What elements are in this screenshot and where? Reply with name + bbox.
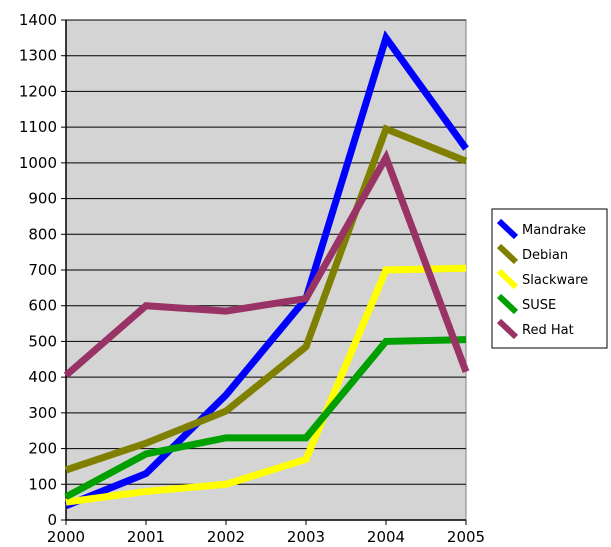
y-tick-label: 600 xyxy=(28,297,57,315)
y-tick-label: 100 xyxy=(28,475,57,493)
y-tick-label: 1100 xyxy=(19,118,57,136)
series-line-slackware xyxy=(65,264,467,506)
legend-label: Debian xyxy=(522,248,568,263)
y-tick-label: 300 xyxy=(28,404,57,422)
y-tick-label: 800 xyxy=(28,225,57,243)
series-line-red-hat xyxy=(63,149,470,378)
y-tick-label: 0 xyxy=(47,511,57,529)
series-line-suse xyxy=(64,336,467,500)
y-tick-label: 200 xyxy=(28,440,57,458)
legend-label: Mandrake xyxy=(522,223,586,238)
legend-swatch xyxy=(496,268,519,290)
y-tick-label: 900 xyxy=(28,190,57,208)
series-line-mandrake xyxy=(64,30,469,509)
x-tick-label: 2003 xyxy=(287,528,325,546)
legend-label: Slackware xyxy=(522,273,588,288)
legend-swatch xyxy=(496,243,519,265)
y-axis-ticks: 0 100 200 300 400 500 600 700 800 900 1000 1100 1200… xyxy=(19,11,66,529)
legend-swatch xyxy=(496,218,519,240)
y-tick-label: 400 xyxy=(28,368,57,386)
series-line-debian xyxy=(64,124,468,474)
y-tick-label: 1400 xyxy=(19,11,57,29)
x-tick-label: 2000 xyxy=(47,528,85,546)
x-tick-label: 2005 xyxy=(447,528,485,546)
y-tick-label: 700 xyxy=(28,261,57,279)
legend-label: SUSE xyxy=(522,298,556,313)
legend-swatch xyxy=(496,318,519,340)
x-axis-ticks: 2000 2001 2002 2003 2004 2005 xyxy=(47,520,485,546)
legend-label: Red Hat xyxy=(522,323,574,338)
y-tick-label: 1000 xyxy=(19,154,57,172)
legend: Mandrake Debian Slackware SUSE Red Hat xyxy=(491,208,608,349)
x-tick-label: 2001 xyxy=(127,528,165,546)
y-tick-label: 500 xyxy=(28,332,57,350)
legend-swatch xyxy=(496,293,519,315)
y-tick-label: 1300 xyxy=(19,47,57,65)
series-lines xyxy=(63,30,470,509)
x-tick-label: 2004 xyxy=(367,528,405,546)
y-tick-label: 1200 xyxy=(19,82,57,100)
x-tick-label: 2002 xyxy=(207,528,245,546)
